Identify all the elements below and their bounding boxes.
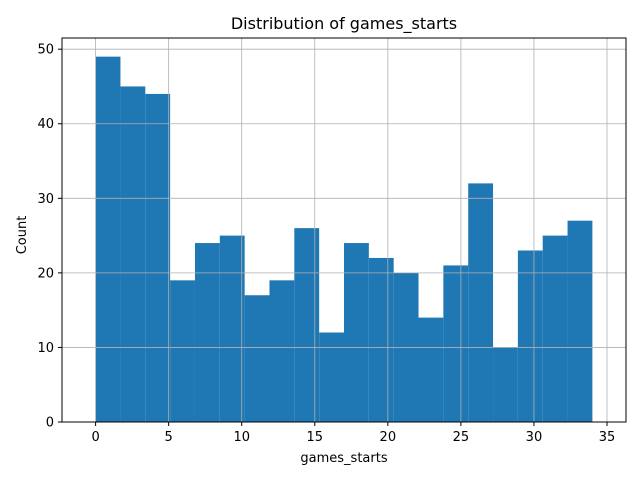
histogram-bar	[443, 265, 469, 422]
histogram-bar	[170, 280, 195, 422]
histogram-bar	[344, 243, 369, 422]
histogram-bar	[517, 250, 543, 422]
histogram-bar	[294, 228, 320, 422]
histogram-bar	[219, 235, 245, 422]
x-tick-label: 10	[233, 430, 250, 445]
y-ticks-group: 0 10 20 30 40 50	[37, 43, 62, 431]
y-tick-label: 30	[37, 192, 54, 207]
x-tick-label: 5	[165, 430, 173, 445]
histogram-bar	[567, 220, 593, 422]
x-axis-label: games_starts	[300, 451, 387, 466]
x-tick-label: 30	[526, 430, 543, 445]
x-tick-label: 15	[307, 430, 324, 445]
y-tick-label: 20	[37, 266, 54, 281]
histogram-bar	[244, 295, 270, 422]
histogram-bar	[368, 257, 394, 422]
histogram-bar	[194, 243, 220, 422]
histogram-bar	[95, 56, 121, 422]
y-tick-label: 40	[37, 117, 54, 132]
y-axis-label: Count	[15, 216, 30, 255]
x-tick-label: 35	[599, 430, 616, 445]
x-tick-label: 25	[453, 430, 470, 445]
histogram-bar	[468, 183, 494, 422]
x-tick-label: 20	[380, 430, 397, 445]
histogram-bar	[145, 93, 171, 422]
plot-frame	[61, 37, 627, 423]
histogram-bar	[542, 235, 568, 422]
histogram-bar	[269, 280, 295, 422]
chart-title: Distribution of games_starts	[231, 14, 457, 34]
bars-group	[95, 56, 593, 423]
histogram-bar	[493, 347, 518, 422]
x-tick-label: 0	[91, 430, 99, 445]
histogram-bar	[319, 332, 344, 422]
x-ticks-group: 0 5 10 15 20 25 30 35	[91, 422, 615, 445]
histogram-bar	[120, 86, 146, 423]
y-tick-label: 0	[46, 416, 54, 431]
y-tick-label: 50	[37, 43, 54, 58]
y-tick-label: 10	[37, 341, 54, 356]
histogram-bar	[418, 317, 444, 422]
